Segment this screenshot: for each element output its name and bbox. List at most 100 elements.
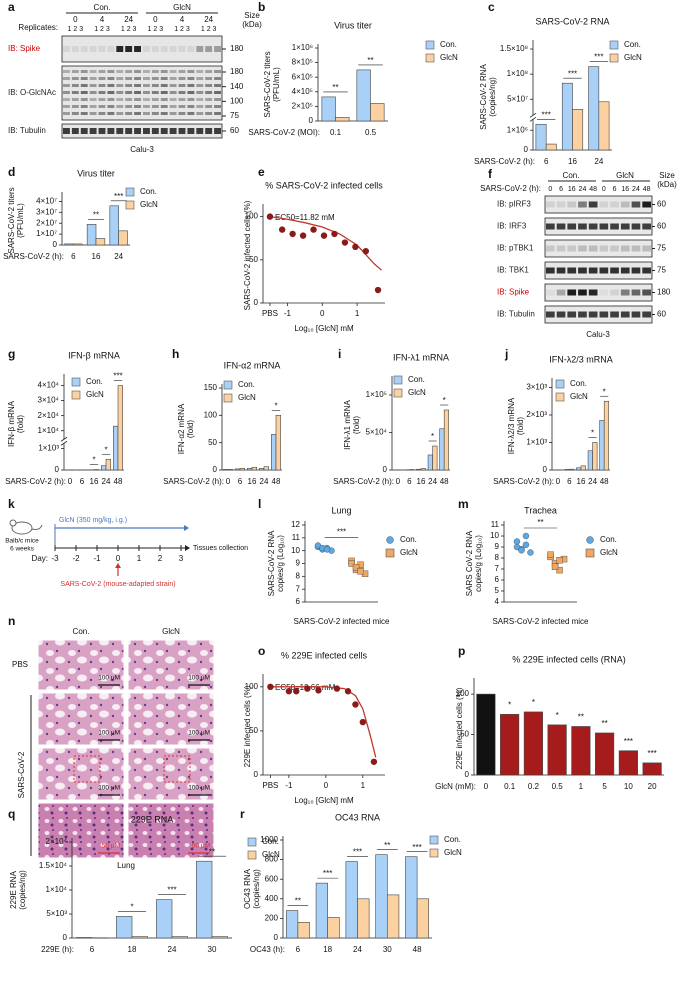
panel-letter: h (172, 347, 179, 361)
y-tick-label: 2×10³ (526, 410, 547, 419)
x-tick-label: 30 (208, 945, 217, 954)
blot-band (143, 112, 150, 115)
x-tick-label: 5 (602, 782, 607, 791)
y-tick-label: 1×10⁴ (38, 426, 60, 435)
legend-marker (429, 848, 439, 858)
blot-band (169, 77, 177, 80)
blot-band (63, 91, 70, 94)
dot (522, 541, 530, 548)
panel-letter: a (8, 0, 15, 14)
blot-band (80, 105, 88, 108)
scale-bar-label: 100 μM (98, 785, 120, 792)
time-axis-label: SARS-CoV-2 (h): (480, 184, 541, 193)
blot-band (610, 267, 619, 274)
treatment-label: GlcN (350 mg/kg, i.g.) (59, 517, 127, 524)
x-axis-label: Log₁₀ [GlcN] mM (294, 796, 354, 805)
blot-band (160, 105, 168, 108)
y-axis-label: (copies/ng) (18, 870, 27, 910)
data-point (315, 687, 322, 694)
chart-title: Trachea (524, 505, 557, 515)
x-tick-label: 16 (577, 477, 586, 486)
time-label: 16 (568, 186, 576, 193)
data-point (359, 718, 367, 726)
blot-band (80, 46, 88, 52)
bar (251, 466, 257, 471)
bar (443, 409, 450, 471)
blot-band (205, 128, 213, 134)
blot-band (107, 84, 115, 87)
blot-band (610, 311, 619, 318)
blot-band (214, 77, 221, 80)
histology-image (37, 639, 125, 691)
x-tick-label: 6 (567, 477, 572, 486)
blot-band (620, 267, 630, 274)
blot-band (134, 112, 141, 115)
blot-band (588, 289, 598, 296)
day-value: 2 (158, 554, 163, 563)
size-value: 75 (657, 244, 666, 253)
time-label: 24 (124, 15, 133, 24)
blot-band (151, 98, 159, 101)
blot-band (187, 70, 195, 73)
legend-marker (125, 187, 135, 197)
chart-title: Lung (331, 505, 351, 515)
significance-label: *** (337, 528, 346, 537)
blot-band (578, 223, 587, 230)
bar (547, 724, 567, 776)
blot-band (116, 112, 124, 115)
blot-band (169, 98, 177, 101)
x-axis-label: SARS-CoV-2 infected mice (492, 617, 589, 626)
blot-band (178, 91, 186, 94)
blot-band (125, 91, 133, 94)
bar (420, 468, 426, 471)
legend-label: GlcN (444, 848, 462, 857)
y-tick-label: 1×10⁶ (507, 125, 528, 134)
bar (357, 898, 370, 939)
x-tick-label: 18 (323, 945, 332, 954)
chart-title: SARS-CoV-2 RNA (535, 16, 609, 26)
dot (518, 547, 525, 554)
panel-letter: k (8, 497, 15, 511)
bar (327, 917, 340, 939)
legend-label: Con. (600, 535, 617, 544)
significance-label: ** (384, 841, 390, 850)
y-tick-label: 0 (274, 933, 279, 942)
blot-band (143, 128, 150, 134)
blot-band (599, 311, 609, 318)
x-tick-label: -1 (284, 309, 292, 318)
bar (118, 230, 128, 246)
size-value: 140 (230, 82, 244, 91)
day-label: Day: (32, 554, 48, 563)
blot-band (578, 245, 587, 252)
blot-band (214, 105, 221, 108)
significance-label: ** (332, 83, 338, 92)
blot-band (107, 46, 115, 52)
blot-band (599, 201, 609, 208)
x-axis-label: SARS-CoV-2 (h): (5, 477, 66, 486)
group-label: Con. (94, 3, 111, 12)
data-point (289, 230, 296, 238)
histology-image (37, 747, 125, 801)
x-tick-label: 48 (114, 477, 123, 486)
bar (375, 854, 388, 939)
significance-label: *** (594, 53, 603, 62)
blot-band (599, 267, 609, 274)
blot-band (63, 46, 70, 52)
blot-band (143, 77, 150, 80)
blot-band (205, 91, 213, 94)
blot-band (71, 77, 79, 80)
blot-band (80, 128, 88, 134)
blot-band (642, 223, 651, 230)
blot-band (196, 84, 204, 87)
blot-band (71, 91, 79, 94)
data-point (344, 688, 352, 695)
y-tick-label: 4×10⁷ (36, 197, 57, 206)
blot-band (63, 70, 70, 73)
y-tick-label: 600 (265, 874, 279, 883)
y-tick-label: 6 (495, 575, 500, 584)
day-value: -3 (51, 554, 59, 563)
x-tick-label: 0 (68, 477, 73, 486)
bar (416, 468, 422, 471)
day-value: -1 (93, 554, 101, 563)
y-tick-label: 1×10⁸ (507, 69, 528, 78)
